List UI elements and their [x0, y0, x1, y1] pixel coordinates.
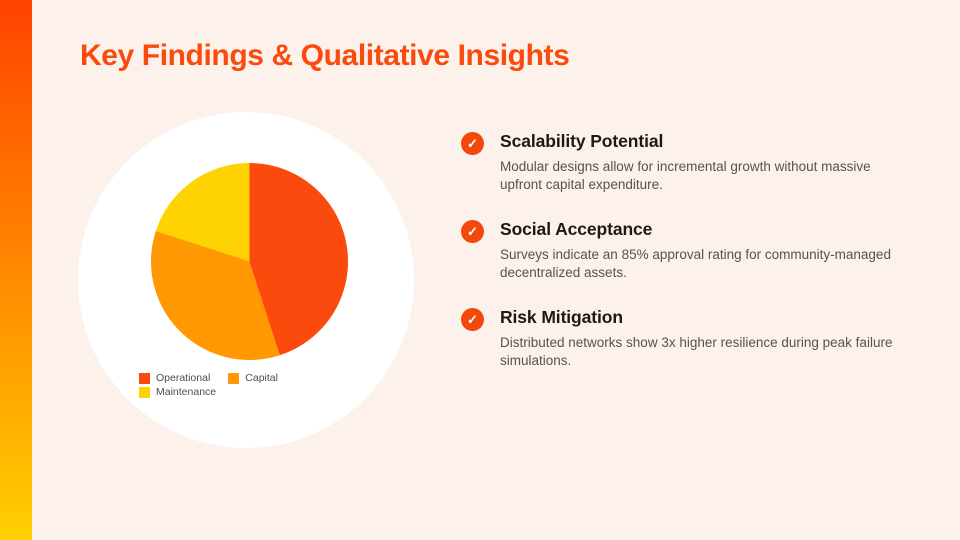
insight-description: Surveys indicate an 85% approval rating …: [500, 247, 891, 280]
insight-heading: Risk Mitigation: [500, 307, 623, 327]
list-item-social-acceptance: ✓ Social Acceptance Surveys indicate an …: [461, 218, 906, 281]
list-item-risk-mitigation: ✓ Risk Mitigation Distributed networks s…: [461, 306, 906, 369]
legend-label-capital: Capital: [245, 372, 278, 384]
legend-item-capital: Capital: [228, 373, 278, 384]
check-icon: ✓: [461, 220, 484, 243]
left-accent-bar: [0, 0, 32, 540]
legend-swatch-operational: [139, 373, 150, 384]
legend-swatch-capital: [228, 373, 240, 384]
legend-item-operational: Operational: [139, 373, 210, 384]
check-icon: ✓: [461, 132, 484, 155]
insight-body: Risk Mitigation Distributed networks sho…: [500, 306, 906, 369]
insight-heading: Social Acceptance: [500, 219, 653, 239]
insight-body: Social Acceptance Surveys indicate an 85…: [500, 218, 906, 281]
chart-legend: Operational Capital Maintenance: [139, 373, 317, 398]
insight-description: Modular designs allow for incremental gr…: [500, 159, 871, 192]
insight-description: Distributed networks show 3x higher resi…: [500, 335, 893, 368]
legend-swatch-maintenance: [139, 387, 150, 398]
list-item-scalability: ✓ Scalability Potential Modular designs …: [461, 130, 906, 193]
legend-item-maintenance: Maintenance: [139, 387, 216, 398]
check-icon: ✓: [461, 308, 484, 331]
pie-chart: [151, 163, 348, 360]
legend-label-operational: Operational: [156, 372, 211, 384]
insight-heading: Scalability Potential: [500, 131, 664, 151]
insights-list: ✓ Scalability Potential Modular designs …: [461, 130, 906, 394]
legend-label-maintenance: Maintenance: [156, 386, 217, 398]
page-title: Key Findings & Qualitative Insights: [80, 39, 570, 72]
insight-body: Scalability Potential Modular designs al…: [500, 130, 906, 193]
